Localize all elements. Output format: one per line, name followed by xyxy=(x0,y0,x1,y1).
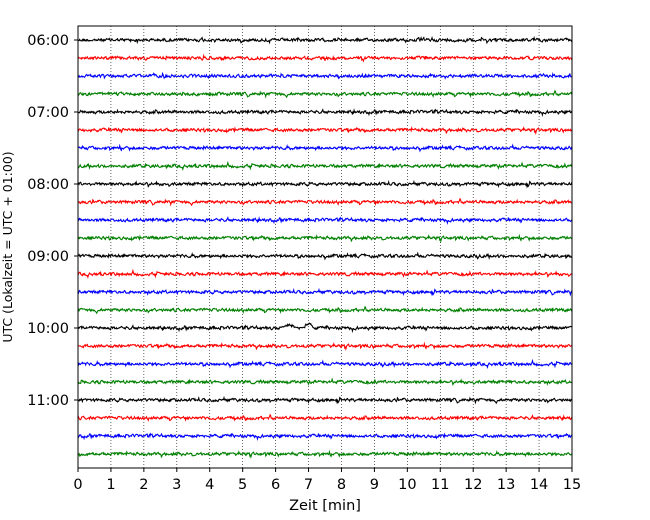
trace-0830 xyxy=(77,216,573,226)
trace-0930 xyxy=(77,287,573,297)
y-tick-label: 11:00 xyxy=(27,393,69,409)
y-axis-ticks: 06:00 07:00 08:00 09:00 10:00 11:00 xyxy=(27,33,78,409)
trace-0630 xyxy=(77,71,573,80)
trace-1145 xyxy=(77,449,573,460)
x-tick-label: 2 xyxy=(139,477,148,493)
trace-0845 xyxy=(77,233,573,244)
trace-0915 xyxy=(77,268,573,279)
x-tick-label: 8 xyxy=(337,477,346,493)
trace-0745 xyxy=(77,160,573,171)
x-tick-label: 3 xyxy=(172,477,181,493)
x-axis-ticks: 0 1 2 3 4 5 6 7 8 9 10 11 12 13 14 15 xyxy=(73,468,581,493)
x-axis-label: Zeit [min] xyxy=(289,498,361,514)
y-axis-label: UTC (Lokalzeit = UTC + 01:00) xyxy=(0,151,15,342)
x-tick-label: 14 xyxy=(530,477,548,493)
x-tick-label: 12 xyxy=(464,477,482,493)
trace-1030 xyxy=(77,358,573,369)
y-tick-label: 08:00 xyxy=(27,177,69,193)
x-tick-label: 15 xyxy=(563,477,581,493)
trace-0730 xyxy=(77,143,573,153)
trace-0800 xyxy=(77,179,573,189)
x-tick-label: 5 xyxy=(238,477,247,493)
trace-1045 xyxy=(77,377,573,386)
trace-0615 xyxy=(77,53,573,63)
y-tick-label: 09:00 xyxy=(27,249,69,265)
seismic-traces xyxy=(77,35,573,460)
x-tick-label: 1 xyxy=(106,477,115,493)
trace-0645 xyxy=(77,89,573,99)
trace-0600 xyxy=(77,35,573,45)
trace-1115 xyxy=(77,413,573,423)
trace-0700 xyxy=(77,108,573,118)
trace-1130 xyxy=(77,432,573,442)
x-tick-label: 0 xyxy=(73,477,82,493)
trace-1015 xyxy=(77,341,573,352)
x-tick-label: 13 xyxy=(497,477,515,493)
trace-1000 xyxy=(77,322,573,334)
trace-1100 xyxy=(77,395,573,405)
x-tick-label: 9 xyxy=(370,477,379,493)
trace-0945 xyxy=(77,305,573,315)
trace-0900 xyxy=(77,251,573,261)
y-tick-label: 06:00 xyxy=(27,33,69,49)
y-tick-label: 10:00 xyxy=(27,321,69,337)
x-tick-label: 6 xyxy=(271,477,280,493)
trace-0715 xyxy=(77,126,573,136)
trace-0815 xyxy=(77,197,573,207)
x-tick-label: 10 xyxy=(398,477,416,493)
x-tick-label: 4 xyxy=(205,477,214,493)
y-tick-label: 07:00 xyxy=(27,105,69,121)
x-tick-label: 7 xyxy=(304,477,313,493)
x-tick-label: 11 xyxy=(431,477,449,493)
plot-frame xyxy=(77,25,573,469)
